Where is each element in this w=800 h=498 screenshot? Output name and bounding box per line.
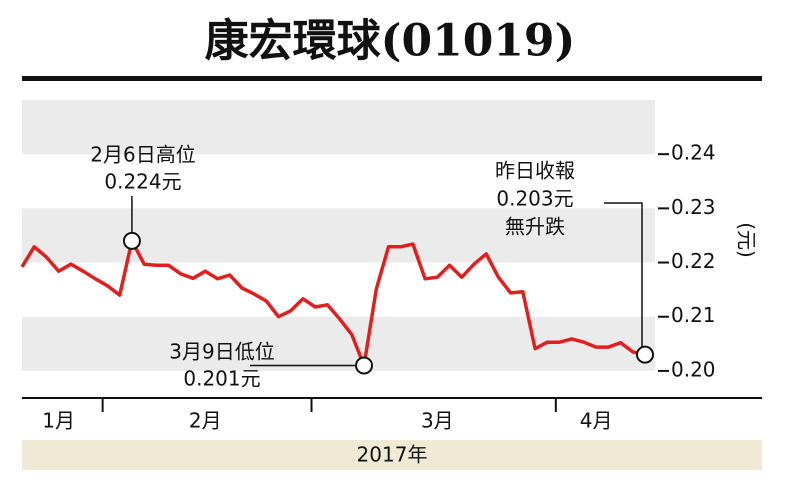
x-tick-label: 2月 <box>189 409 222 433</box>
leader <box>604 202 643 355</box>
annotation: 0.224元 <box>104 170 181 194</box>
grid-band <box>22 100 655 155</box>
annotation: 2月6日高位 <box>90 143 195 167</box>
x-axis-label: 2017年 <box>357 443 428 467</box>
chart-title: 康宏環球(01019) <box>205 16 576 67</box>
annotation: 0.201元 <box>183 367 260 391</box>
y-tick-label: 0.24 <box>671 141 716 165</box>
annotation: 0.203元 <box>496 187 573 211</box>
y-tick-label: 0.20 <box>671 357 716 381</box>
annotation: 3月9日低位 <box>169 340 274 364</box>
x-tick-label: 4月 <box>580 409 613 433</box>
y-tick-label: 0.22 <box>671 249 716 273</box>
annotation: 昨日收報 <box>495 159 575 183</box>
point-marker <box>122 231 141 250</box>
title-rule <box>22 76 762 81</box>
y-axis-label: (元) <box>735 222 759 258</box>
y-tick-label: 0.23 <box>671 195 716 219</box>
price-line <box>20 239 646 368</box>
x-tick-label: 3月 <box>421 409 454 433</box>
point-marker <box>355 356 374 375</box>
x-tick-label: 1月 <box>42 409 75 433</box>
x-label-band <box>22 440 762 470</box>
point-marker <box>636 345 654 364</box>
y-tick-label: 0.21 <box>671 303 716 327</box>
annotation: 無升跌 <box>505 215 565 239</box>
